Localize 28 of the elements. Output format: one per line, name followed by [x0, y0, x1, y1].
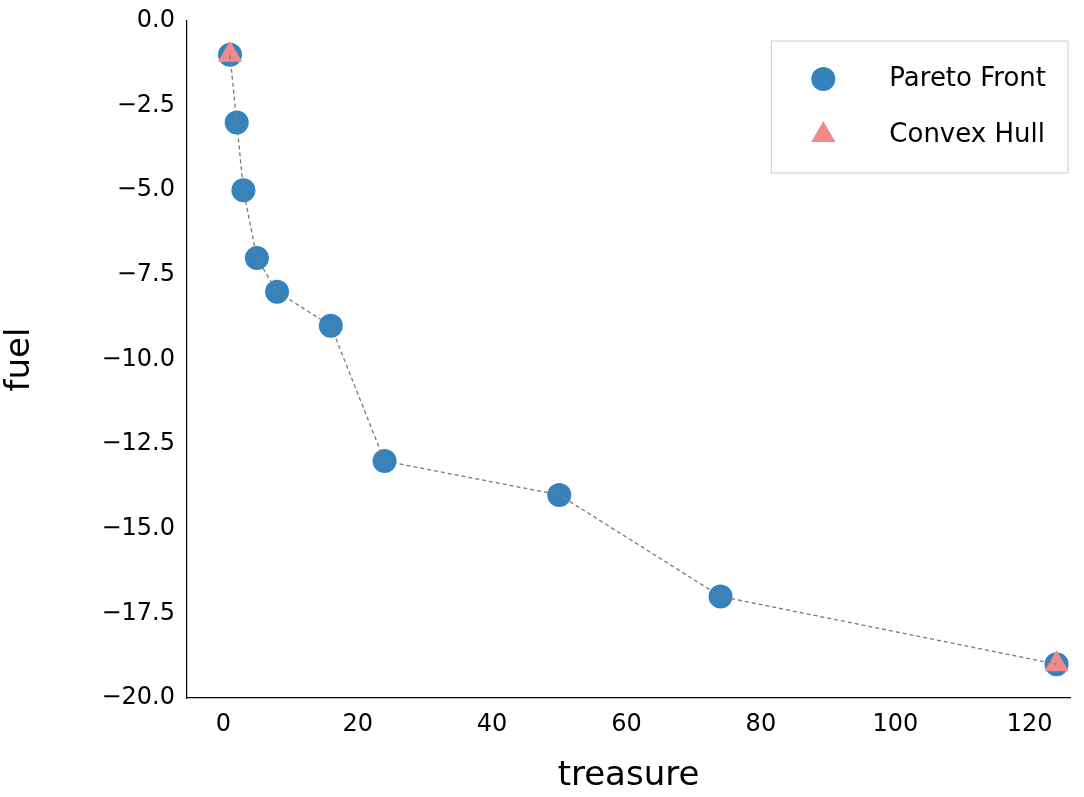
point [244, 245, 269, 270]
y-tick-label: 0.0 [136, 5, 175, 34]
x-tick-label: 20 [342, 708, 373, 737]
y-tick-label: −10.0 [101, 343, 175, 372]
point [318, 313, 343, 338]
y-tick-label: −20.0 [101, 682, 175, 711]
x-tick-label: 100 [872, 708, 919, 737]
legend-label: Pareto Front [889, 61, 1046, 92]
y-tick-label: −17.5 [101, 597, 175, 626]
y-tick-label: −15.0 [101, 512, 175, 541]
point [708, 584, 733, 609]
point [372, 449, 397, 474]
x-tick-label: 120 [1006, 708, 1053, 737]
legend-label: Convex Hull [889, 117, 1045, 148]
x-tick-label: 40 [476, 708, 508, 737]
point [265, 279, 290, 304]
y-tick-label: −5.0 [116, 174, 175, 203]
point [224, 110, 249, 135]
x-tick-label: 80 [745, 708, 777, 737]
x-axis-title: treasure [557, 753, 700, 794]
x-tick-label: 0 [215, 708, 231, 737]
x-tick-label: 60 [611, 708, 642, 737]
y-tick-label: −7.5 [116, 259, 175, 288]
y-tick-label: −12.5 [101, 428, 175, 457]
point [231, 178, 256, 203]
point [547, 482, 572, 507]
y-tick-label: −2.5 [116, 89, 175, 118]
y-axis-title: fuel [0, 327, 38, 392]
